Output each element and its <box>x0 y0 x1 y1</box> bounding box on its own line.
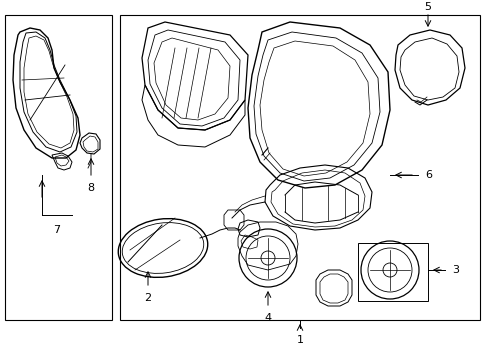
Text: 5: 5 <box>424 2 430 12</box>
Text: 1: 1 <box>296 335 303 345</box>
Bar <box>357 243 427 301</box>
Text: 2: 2 <box>144 293 151 303</box>
Bar <box>120 15 479 320</box>
Bar <box>5 15 112 320</box>
Text: 7: 7 <box>53 225 61 235</box>
Text: 3: 3 <box>451 265 458 275</box>
Text: 6: 6 <box>424 170 431 180</box>
Text: 4: 4 <box>264 313 271 323</box>
Text: 8: 8 <box>87 183 94 193</box>
